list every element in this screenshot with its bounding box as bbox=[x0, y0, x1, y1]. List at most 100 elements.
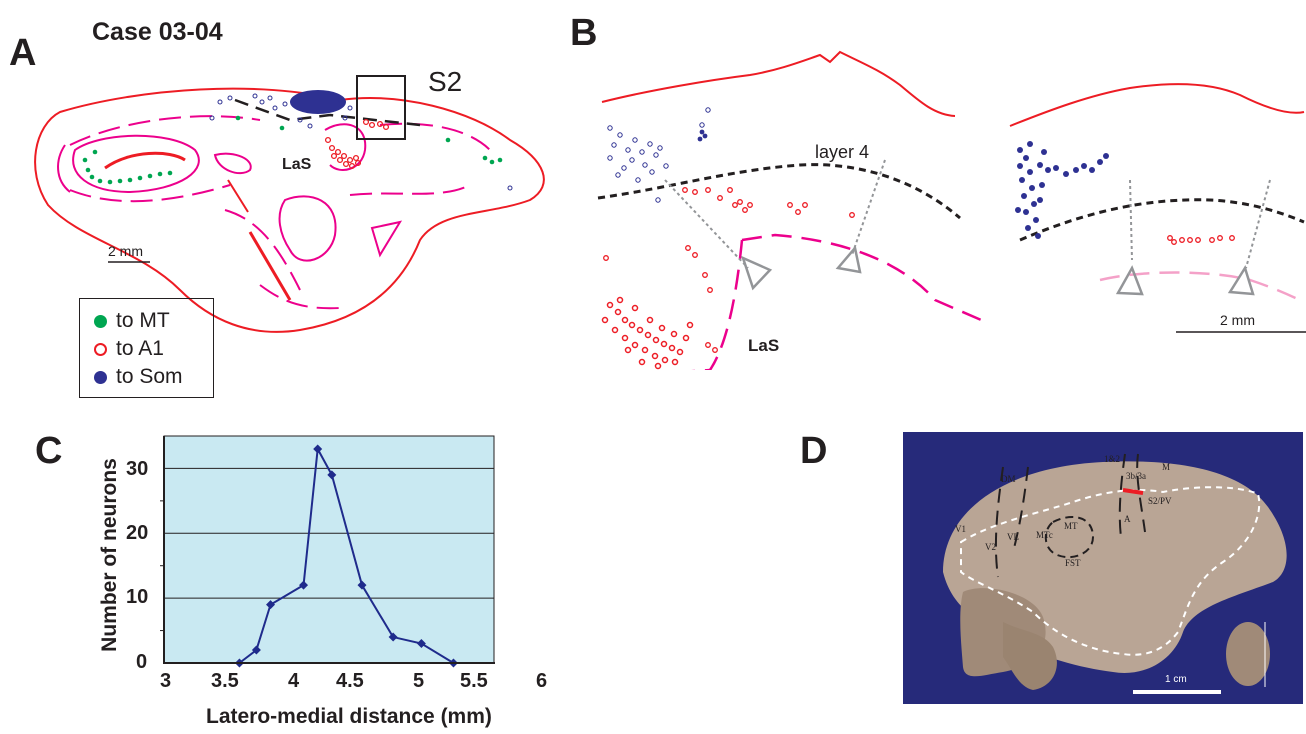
panel-a-section-drawing bbox=[34, 75, 545, 333]
s2-region-box bbox=[356, 75, 406, 140]
y-axis-title: Number of neurons bbox=[98, 458, 121, 652]
x-tick-label: 3 bbox=[160, 670, 172, 692]
legend-label: to Som bbox=[116, 365, 183, 388]
y-tick-label: 30 bbox=[126, 458, 149, 480]
panel-b-section-drawing bbox=[597, 50, 1306, 370]
white-matter-boundary bbox=[691, 239, 744, 370]
x-axis-line bbox=[163, 662, 495, 664]
whole-brain-thumbnail bbox=[1226, 622, 1270, 686]
area-label: VL bbox=[1007, 532, 1019, 542]
white-matter-boundary bbox=[741, 233, 989, 325]
x-tick-label: 3.5 bbox=[211, 670, 239, 692]
area-label: A bbox=[1124, 514, 1131, 524]
sulcus-label-a: LaS bbox=[282, 156, 312, 173]
radial-line bbox=[851, 159, 886, 256]
neuron-distribution-chart bbox=[160, 435, 495, 668]
som-marker-icon bbox=[94, 370, 107, 384]
area-label: V2 bbox=[985, 542, 996, 552]
panel-c-letter: C bbox=[35, 430, 63, 472]
triangle-outline bbox=[370, 220, 403, 258]
mt-labeled-cells bbox=[82, 115, 503, 185]
scale-label-d: 1 cm bbox=[1165, 674, 1187, 685]
radial-line bbox=[664, 179, 749, 269]
neuron-triangle-icon bbox=[1115, 265, 1144, 296]
x-tick-label: 4 bbox=[288, 670, 300, 692]
area-label: M bbox=[1162, 462, 1171, 472]
legend: to MT to A1 to Som bbox=[79, 298, 214, 398]
data-point bbox=[299, 580, 309, 590]
area-boundary bbox=[1118, 453, 1126, 538]
temporal-boundary bbox=[960, 486, 1261, 656]
scale-label-b: 2 mm bbox=[1220, 312, 1255, 328]
brain-photo-drawing bbox=[943, 453, 1287, 694]
a1-marker-icon bbox=[94, 342, 107, 356]
x-tick-label: 4.5 bbox=[336, 670, 364, 692]
panel-b-letter: B bbox=[570, 12, 598, 54]
mt-boundary bbox=[1044, 516, 1095, 559]
radial-line bbox=[1245, 179, 1271, 269]
som-labeled-cells bbox=[209, 93, 513, 191]
layer-boundary bbox=[224, 209, 301, 291]
area-label: V1 bbox=[955, 524, 966, 534]
calcarine-line bbox=[104, 151, 186, 170]
sulcus-outline bbox=[324, 123, 367, 171]
layer4-line-a bbox=[234, 98, 421, 127]
legend-item-mt: to MT bbox=[94, 309, 170, 333]
legend-item-a1: to A1 bbox=[94, 337, 164, 361]
area-boundary bbox=[1136, 453, 1146, 533]
ventricle-outline bbox=[213, 152, 252, 175]
mt-marker-icon bbox=[94, 314, 107, 328]
s2-marker bbox=[1122, 488, 1144, 495]
sulcus-line bbox=[248, 231, 292, 301]
data-point bbox=[327, 470, 337, 480]
area-boundary bbox=[1012, 466, 1029, 553]
y-axis-line bbox=[163, 436, 165, 663]
area-label: S2/PV bbox=[1148, 496, 1172, 506]
a1-labeled-cells bbox=[324, 118, 390, 170]
layer4-label: layer 4 bbox=[815, 142, 870, 162]
area-label: MT bbox=[1064, 521, 1078, 531]
sulcus-label-b: LaS bbox=[748, 336, 780, 355]
area-label: 1&2 bbox=[1104, 454, 1121, 464]
legend-item-som: to Som bbox=[94, 365, 183, 389]
brainstem bbox=[1003, 622, 1057, 690]
pial-surface bbox=[601, 50, 956, 117]
sulcus-line bbox=[227, 179, 249, 213]
x-tick-label: 5.5 bbox=[460, 670, 488, 692]
area-label: FST bbox=[1065, 558, 1081, 568]
y-tick-label: 20 bbox=[126, 522, 149, 544]
data-point bbox=[357, 580, 367, 590]
som-labeled-cells bbox=[607, 107, 711, 203]
scale-label-a: 2 mm bbox=[108, 243, 143, 259]
series-line bbox=[238, 445, 454, 664]
radial-line bbox=[1129, 179, 1133, 261]
som-injection-site bbox=[290, 90, 346, 114]
a1-labeled-cells-cluster bbox=[601, 296, 694, 370]
neuron-triangle-icon bbox=[740, 255, 773, 291]
panel-a-letter: A bbox=[9, 32, 37, 74]
area-label: MTc bbox=[1036, 530, 1053, 540]
y-tick-label: 0 bbox=[136, 651, 148, 673]
area-label: DM bbox=[1001, 474, 1016, 484]
data-point bbox=[388, 632, 398, 642]
layer4-line bbox=[1019, 198, 1305, 242]
area-boundary bbox=[994, 466, 1004, 578]
x-tick-label: 5 bbox=[413, 670, 425, 692]
legend-label: to MT bbox=[116, 309, 170, 332]
layer-boundary bbox=[69, 184, 231, 203]
data-point bbox=[416, 639, 426, 649]
a1-labeled-cells bbox=[603, 187, 1235, 353]
brain-photo: DM 1&2 3b/3a M S2/PV V1 V2 VL MTc MT A F… bbox=[903, 432, 1303, 704]
data-point bbox=[266, 600, 276, 610]
case-title: Case 03-04 bbox=[92, 18, 223, 46]
som-labeled-cells bbox=[697, 129, 1109, 239]
gyrus-outline bbox=[72, 134, 200, 194]
layer-boundary bbox=[57, 144, 71, 193]
pial-surface bbox=[1009, 83, 1305, 127]
region-label-s2: S2 bbox=[428, 66, 463, 97]
hippocampus-outline bbox=[278, 195, 337, 262]
y-tick-label: 10 bbox=[126, 586, 149, 608]
layer-boundary bbox=[259, 284, 341, 310]
area-label: 3b/3a bbox=[1126, 471, 1146, 481]
data-point bbox=[313, 444, 323, 454]
